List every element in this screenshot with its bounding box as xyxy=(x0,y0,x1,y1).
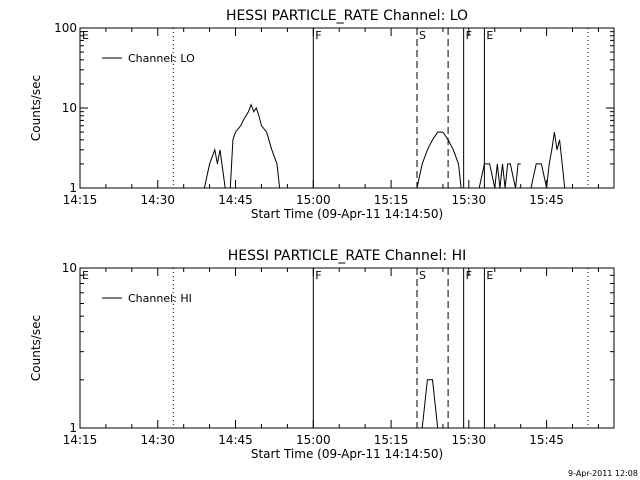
x-tick-label: 15:15 xyxy=(374,433,409,447)
event-marker-label: F xyxy=(466,269,472,282)
series-line xyxy=(203,147,226,189)
legend-label: Channel: LO xyxy=(128,52,195,65)
legend-label: Channel: HI xyxy=(128,292,192,305)
y-tick-label: 1 xyxy=(69,421,77,435)
event-marker-label: E xyxy=(486,269,493,282)
chart-panel-1: HESSI PARTICLE_RATE Channel: HI Start Tim… xyxy=(29,248,615,461)
chart-panel-0: HESSI PARTICLE_RATE Channel: LO Start Tim… xyxy=(29,8,615,221)
y-tick-label: 100 xyxy=(54,21,77,35)
x-tick-label: 14:15 xyxy=(63,433,98,447)
x-tick-label: 14:15 xyxy=(63,193,98,207)
chart-title: HESSI PARTICLE_RATE Channel: LO xyxy=(226,8,468,24)
timestamp-label: 9-Apr-2011 12:08 xyxy=(568,469,638,478)
series-line xyxy=(421,379,439,429)
plot-frame xyxy=(79,267,615,429)
x-tick-label: 14:45 xyxy=(218,193,253,207)
y-axis-label: Counts/sec xyxy=(29,75,43,141)
event-marker-label: F xyxy=(466,29,472,42)
x-tick-label: 15:15 xyxy=(374,193,409,207)
event-marker-label: F xyxy=(315,29,321,42)
series-line xyxy=(416,131,462,189)
x-tick-label: 15:30 xyxy=(452,193,487,207)
x-tick-label: 14:45 xyxy=(218,433,253,447)
y-axis-label: Counts/sec xyxy=(29,315,43,381)
panels: HESSI PARTICLE_RATE Channel: LO Start Tim… xyxy=(29,8,615,461)
y-tick-label: 1 xyxy=(69,181,77,195)
series-line xyxy=(530,132,566,189)
series-line xyxy=(478,163,521,189)
event-marker-label: E xyxy=(82,269,89,282)
event-marker-label: S xyxy=(419,269,426,282)
event-marker-label: E xyxy=(486,29,493,42)
x-axis-label: Start Time (09-Apr-11 14:14:50) xyxy=(251,207,443,221)
event-marker-label: F xyxy=(315,269,321,282)
series-line xyxy=(229,103,281,189)
event-marker-label: S xyxy=(419,29,426,42)
x-axis-label: Start Time (09-Apr-11 14:14:50) xyxy=(251,447,443,461)
x-tick-label: 15:45 xyxy=(529,433,564,447)
x-tick-label: 15:00 xyxy=(296,433,331,447)
x-tick-label: 15:30 xyxy=(452,433,487,447)
x-tick-label: 15:00 xyxy=(296,193,331,207)
y-tick-label: 10 xyxy=(62,101,77,115)
x-tick-label: 14:30 xyxy=(140,193,175,207)
chart-title: HESSI PARTICLE_RATE Channel: HI xyxy=(228,248,466,264)
y-tick-label: 10 xyxy=(62,261,77,275)
x-tick-label: 15:45 xyxy=(529,193,564,207)
x-tick-label: 14:30 xyxy=(140,433,175,447)
event-marker-label: E xyxy=(82,29,89,42)
